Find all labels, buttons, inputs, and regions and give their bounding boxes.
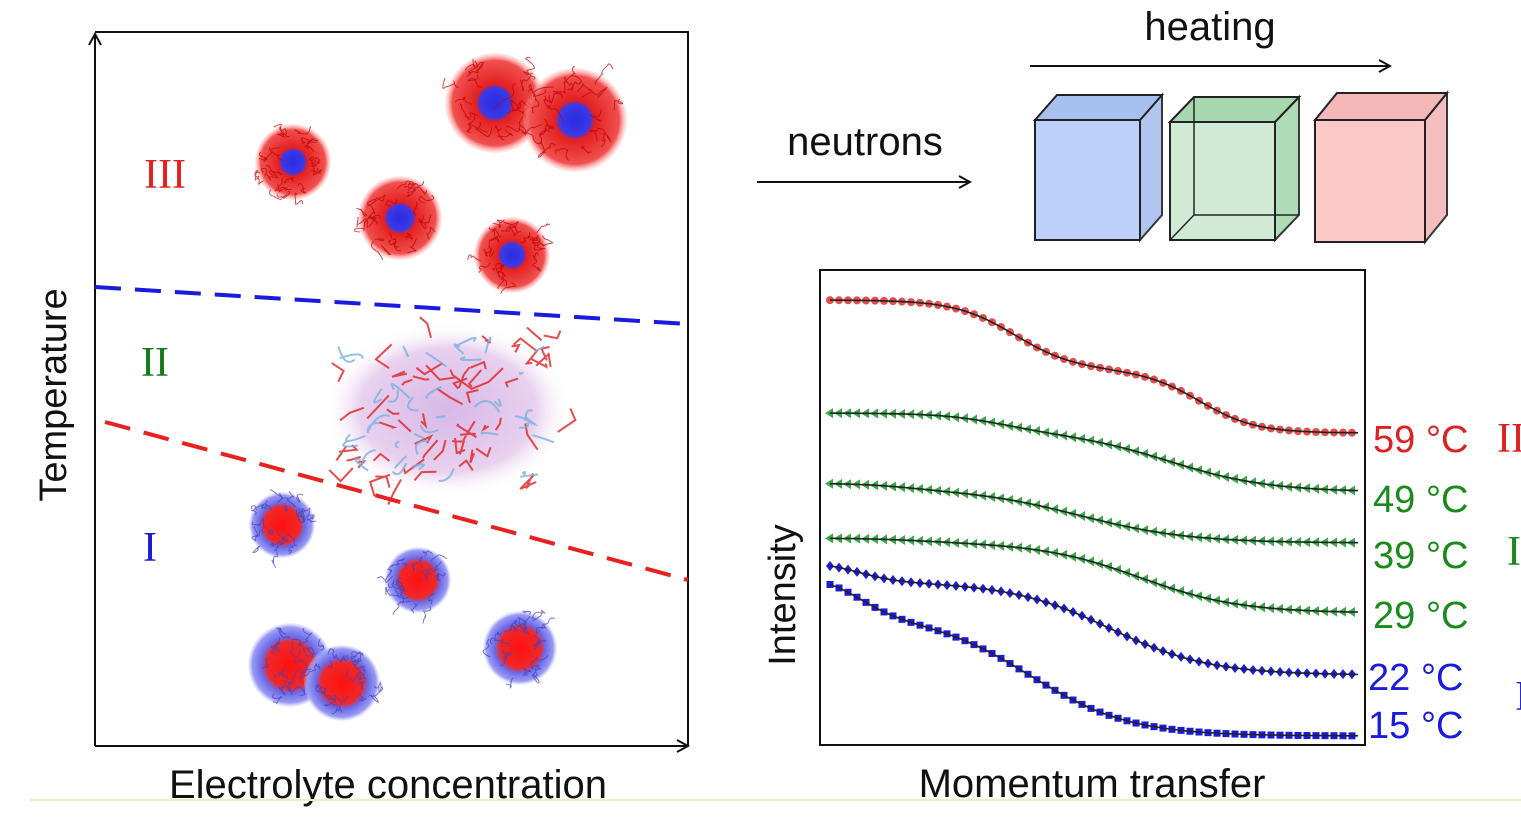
sample-cells (1035, 93, 1447, 242)
cube-front (1170, 122, 1275, 240)
phase-boundary (95, 287, 688, 324)
axis-label: Temperature (33, 288, 75, 501)
region-label: I (1515, 674, 1521, 720)
region-label: III (144, 152, 186, 198)
curve-label: 39 °C (1373, 535, 1468, 577)
curve-label: 49 °C (1373, 479, 1468, 521)
heating-label: heating (1144, 5, 1275, 49)
curves (825, 296, 1358, 739)
micelle (304, 645, 380, 721)
plot-frame (820, 270, 1365, 745)
axis-label: Intensity (762, 524, 804, 666)
cube-top (1035, 95, 1162, 120)
data-marker (827, 581, 834, 588)
figure: III II I Temperature Electrolyte concent… (0, 0, 1521, 819)
fit-line (830, 538, 1358, 612)
fit-line (830, 413, 1358, 491)
curve-label: 59 °C (1373, 419, 1468, 461)
micelles (248, 53, 627, 721)
curve-label: 29 °C (1373, 595, 1468, 637)
curve-labels: 59 °C49 °C39 °C29 °C22 °C15 °CIIII (1368, 416, 1521, 747)
micelle (483, 611, 557, 685)
cube-top (1170, 97, 1299, 122)
cube-top (1315, 93, 1447, 120)
region-label: I (143, 525, 157, 571)
cube-front (1035, 120, 1140, 240)
fit-line (830, 484, 1358, 543)
region-label: II (1497, 416, 1521, 462)
region-label: I (1507, 529, 1521, 575)
beam-label: neutrons (787, 120, 943, 164)
cube-front (1315, 120, 1425, 242)
curve-label: 22 °C (1368, 657, 1463, 699)
curve-label: 15 °C (1368, 705, 1463, 747)
region-label: II (141, 340, 169, 386)
micelle (385, 547, 451, 613)
